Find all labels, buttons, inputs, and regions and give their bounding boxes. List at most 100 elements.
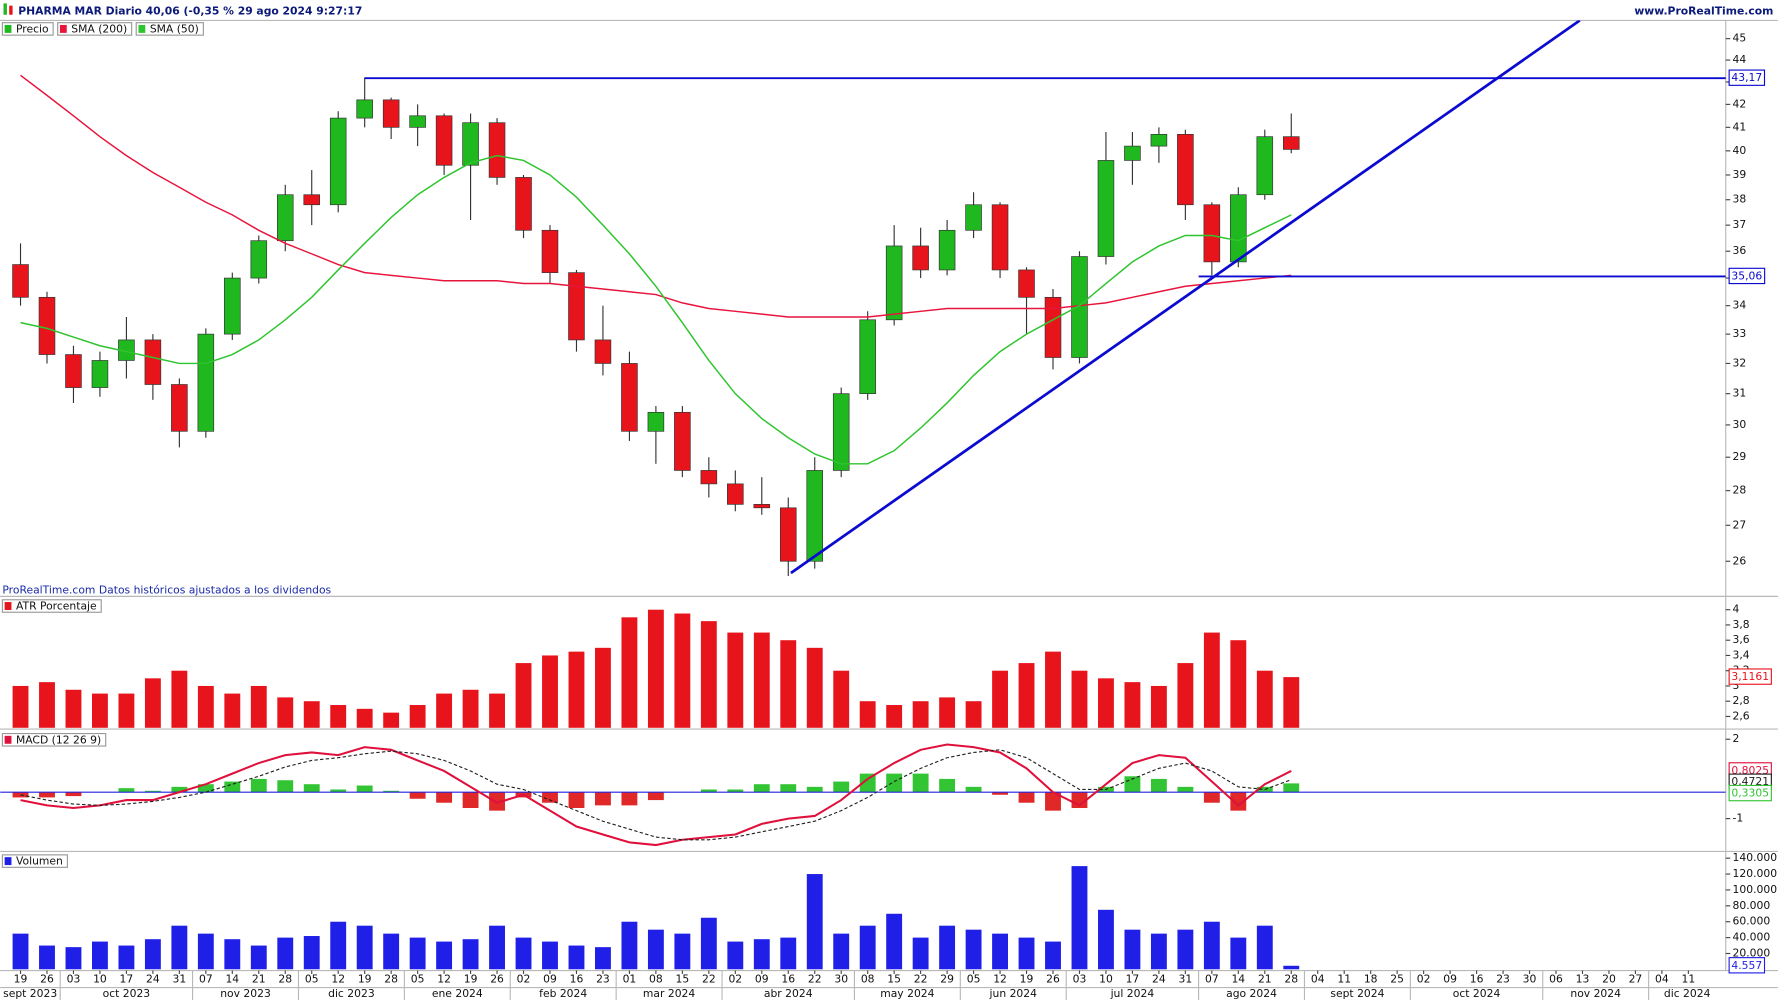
x-tick-label: 23: [1496, 973, 1510, 986]
candle-body: [621, 363, 638, 432]
bar: [780, 640, 797, 728]
histogram-bar: [753, 784, 770, 793]
bar: [118, 945, 135, 970]
bar: [224, 939, 241, 970]
bar: [1018, 937, 1035, 970]
histogram-bar: [118, 788, 135, 793]
candle-body: [753, 504, 771, 509]
bar: [647, 609, 664, 728]
value-label-box: [1728, 784, 1772, 802]
x-tick-label: 18: [1364, 973, 1378, 986]
x-tick-label: 27: [1629, 973, 1643, 986]
x-tick-label: 07: [199, 973, 213, 986]
month-label: jul 2024: [1110, 987, 1155, 1000]
month-label: oct 2024: [1453, 987, 1501, 1000]
x-tick-label: 10: [1099, 973, 1113, 986]
y-tick-label: 2,8: [1733, 694, 1750, 707]
y-tick-label: 26: [1733, 554, 1747, 567]
histogram-bar: [965, 786, 982, 793]
histogram-bar: [647, 792, 664, 801]
y-tick-label: 38: [1733, 193, 1747, 206]
bar: [780, 937, 797, 970]
x-tick-label: 07: [1205, 973, 1219, 986]
candle-body: [541, 229, 559, 273]
y-tick-label: 80.000: [1733, 899, 1771, 912]
x-tick-label: 16: [781, 973, 795, 986]
bar: [39, 945, 55, 970]
y-tick-label: 120.000: [1733, 867, 1778, 880]
chart-title: PHARMA MAR Diario 40,06 (-0,35 % 29 ago …: [18, 4, 362, 17]
y-tick-label: 29: [1733, 450, 1747, 463]
y-tick-label: 3,4: [1733, 648, 1750, 661]
candle-body: [515, 177, 532, 231]
candle-body: [171, 384, 188, 432]
bar: [1071, 670, 1088, 728]
x-tick-label: 12: [993, 973, 1007, 986]
title-icon: [3, 3, 7, 15]
histogram-bar: [1018, 792, 1035, 803]
bar: [886, 913, 903, 970]
bar: [356, 708, 373, 728]
panel: [12, 609, 1300, 728]
bar: [92, 693, 108, 728]
month-label: ago 2024: [1226, 987, 1277, 1000]
y-tick-label: 31: [1733, 387, 1747, 400]
candle-body: [938, 229, 956, 271]
source[interactable]: www.ProRealTime.com: [1634, 4, 1773, 17]
bar: [647, 929, 664, 970]
histogram-bar: [356, 785, 373, 793]
bar: [939, 697, 956, 728]
y-tick-label: 42: [1733, 97, 1747, 110]
x-tick-label: 09: [755, 973, 769, 986]
bar: [303, 701, 320, 728]
candle-body: [197, 333, 215, 432]
y-tick-label: 2,6: [1733, 709, 1750, 722]
histogram-bar: [886, 773, 903, 793]
y-tick-label: 140.000: [1733, 851, 1778, 864]
macd-line: [20, 749, 1292, 841]
month-label: sept 2024: [1330, 987, 1384, 1000]
legend-box: [1, 732, 107, 747]
histogram-bar: [144, 790, 161, 793]
x-tick-label: 14: [225, 973, 239, 986]
bar: [383, 933, 400, 970]
x-tick-label: 05: [305, 973, 319, 986]
histogram-bar: [595, 792, 611, 806]
candle-body: [356, 99, 373, 119]
x-tick-label: 26: [490, 973, 504, 986]
month-label: dic 2024: [1664, 987, 1711, 1000]
histogram-bar: [489, 792, 505, 811]
bar: [806, 647, 823, 728]
candle-body: [38, 296, 56, 355]
legend-label: Precio: [16, 22, 49, 35]
bar: [1203, 921, 1220, 970]
bar: [409, 705, 426, 728]
candle-body: [991, 204, 1009, 271]
y-tick-label: -1: [1733, 812, 1744, 825]
x-tick-label: 11: [1337, 973, 1351, 986]
y-tick-label: 20.000: [1733, 946, 1771, 959]
y-tick-label: 4: [1733, 603, 1740, 616]
candle-body: [1097, 160, 1115, 257]
bar: [92, 941, 108, 970]
x-tick-label: 15: [887, 973, 901, 986]
histogram-bar: [1283, 783, 1300, 793]
month-label: may 2024: [880, 987, 934, 1000]
candle-body: [700, 470, 718, 485]
bar: [39, 682, 55, 728]
y-tick-label: 39: [1733, 168, 1747, 181]
month-label: nov 2024: [1570, 987, 1621, 1000]
candle-body: [1256, 136, 1274, 196]
x-tick-label: 22: [702, 973, 716, 986]
bar: [330, 705, 347, 728]
bar: [1283, 965, 1300, 970]
panel: [0, 743, 1726, 847]
y-tick-label: 41: [1733, 120, 1747, 133]
histogram-bar: [1045, 792, 1061, 811]
candle-body: [1177, 133, 1194, 206]
candle-body: [885, 245, 903, 321]
x-tick-label: 16: [570, 973, 584, 986]
x-tick-label: 26: [40, 973, 54, 986]
